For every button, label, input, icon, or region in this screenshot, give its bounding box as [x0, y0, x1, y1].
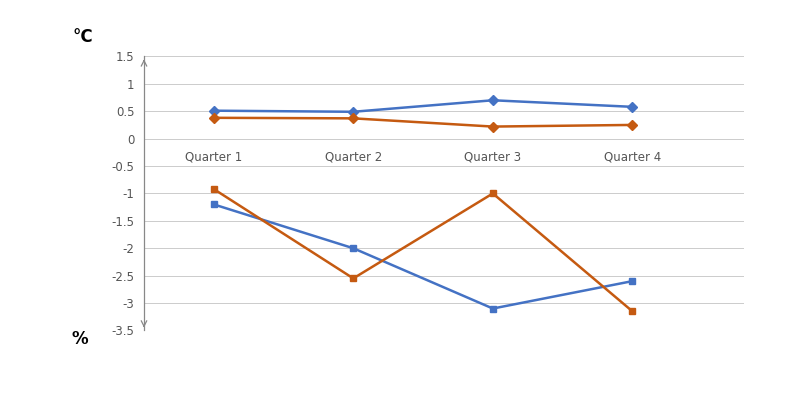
- Text: Quarter 4: Quarter 4: [604, 151, 661, 164]
- Text: %: %: [72, 330, 89, 349]
- Text: Quarter 2: Quarter 2: [325, 151, 382, 164]
- Text: Quarter 3: Quarter 3: [464, 151, 522, 164]
- Text: Quarter 1: Quarter 1: [185, 151, 242, 164]
- Text: °C: °C: [72, 28, 93, 46]
